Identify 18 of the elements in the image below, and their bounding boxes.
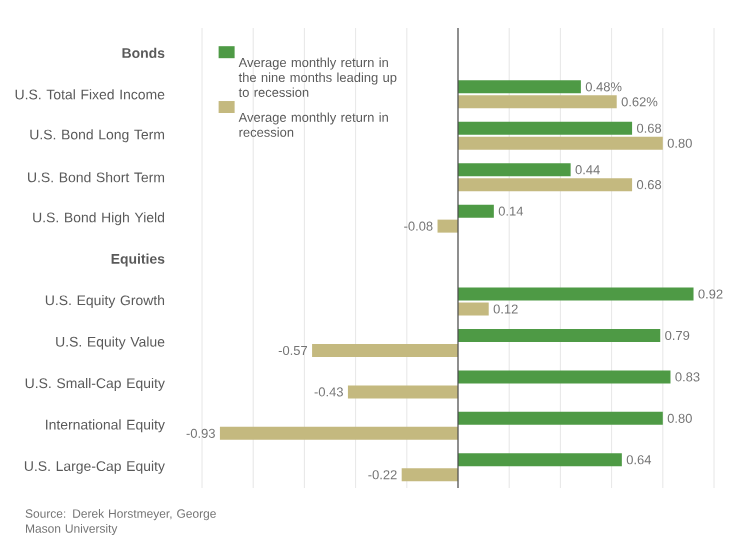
bar <box>458 95 617 109</box>
bar <box>347 385 458 399</box>
bar <box>458 121 633 135</box>
bar <box>312 343 458 357</box>
bar <box>401 468 458 482</box>
bar <box>458 287 694 301</box>
bar <box>458 411 663 425</box>
bar <box>458 453 622 467</box>
bar <box>437 219 458 233</box>
bar <box>458 328 661 342</box>
bar <box>458 302 489 316</box>
bar <box>458 178 633 192</box>
bar <box>219 426 458 440</box>
bar <box>458 163 571 177</box>
bar <box>458 136 663 150</box>
bar <box>458 204 494 218</box>
bar <box>458 370 671 384</box>
bar <box>458 80 581 94</box>
